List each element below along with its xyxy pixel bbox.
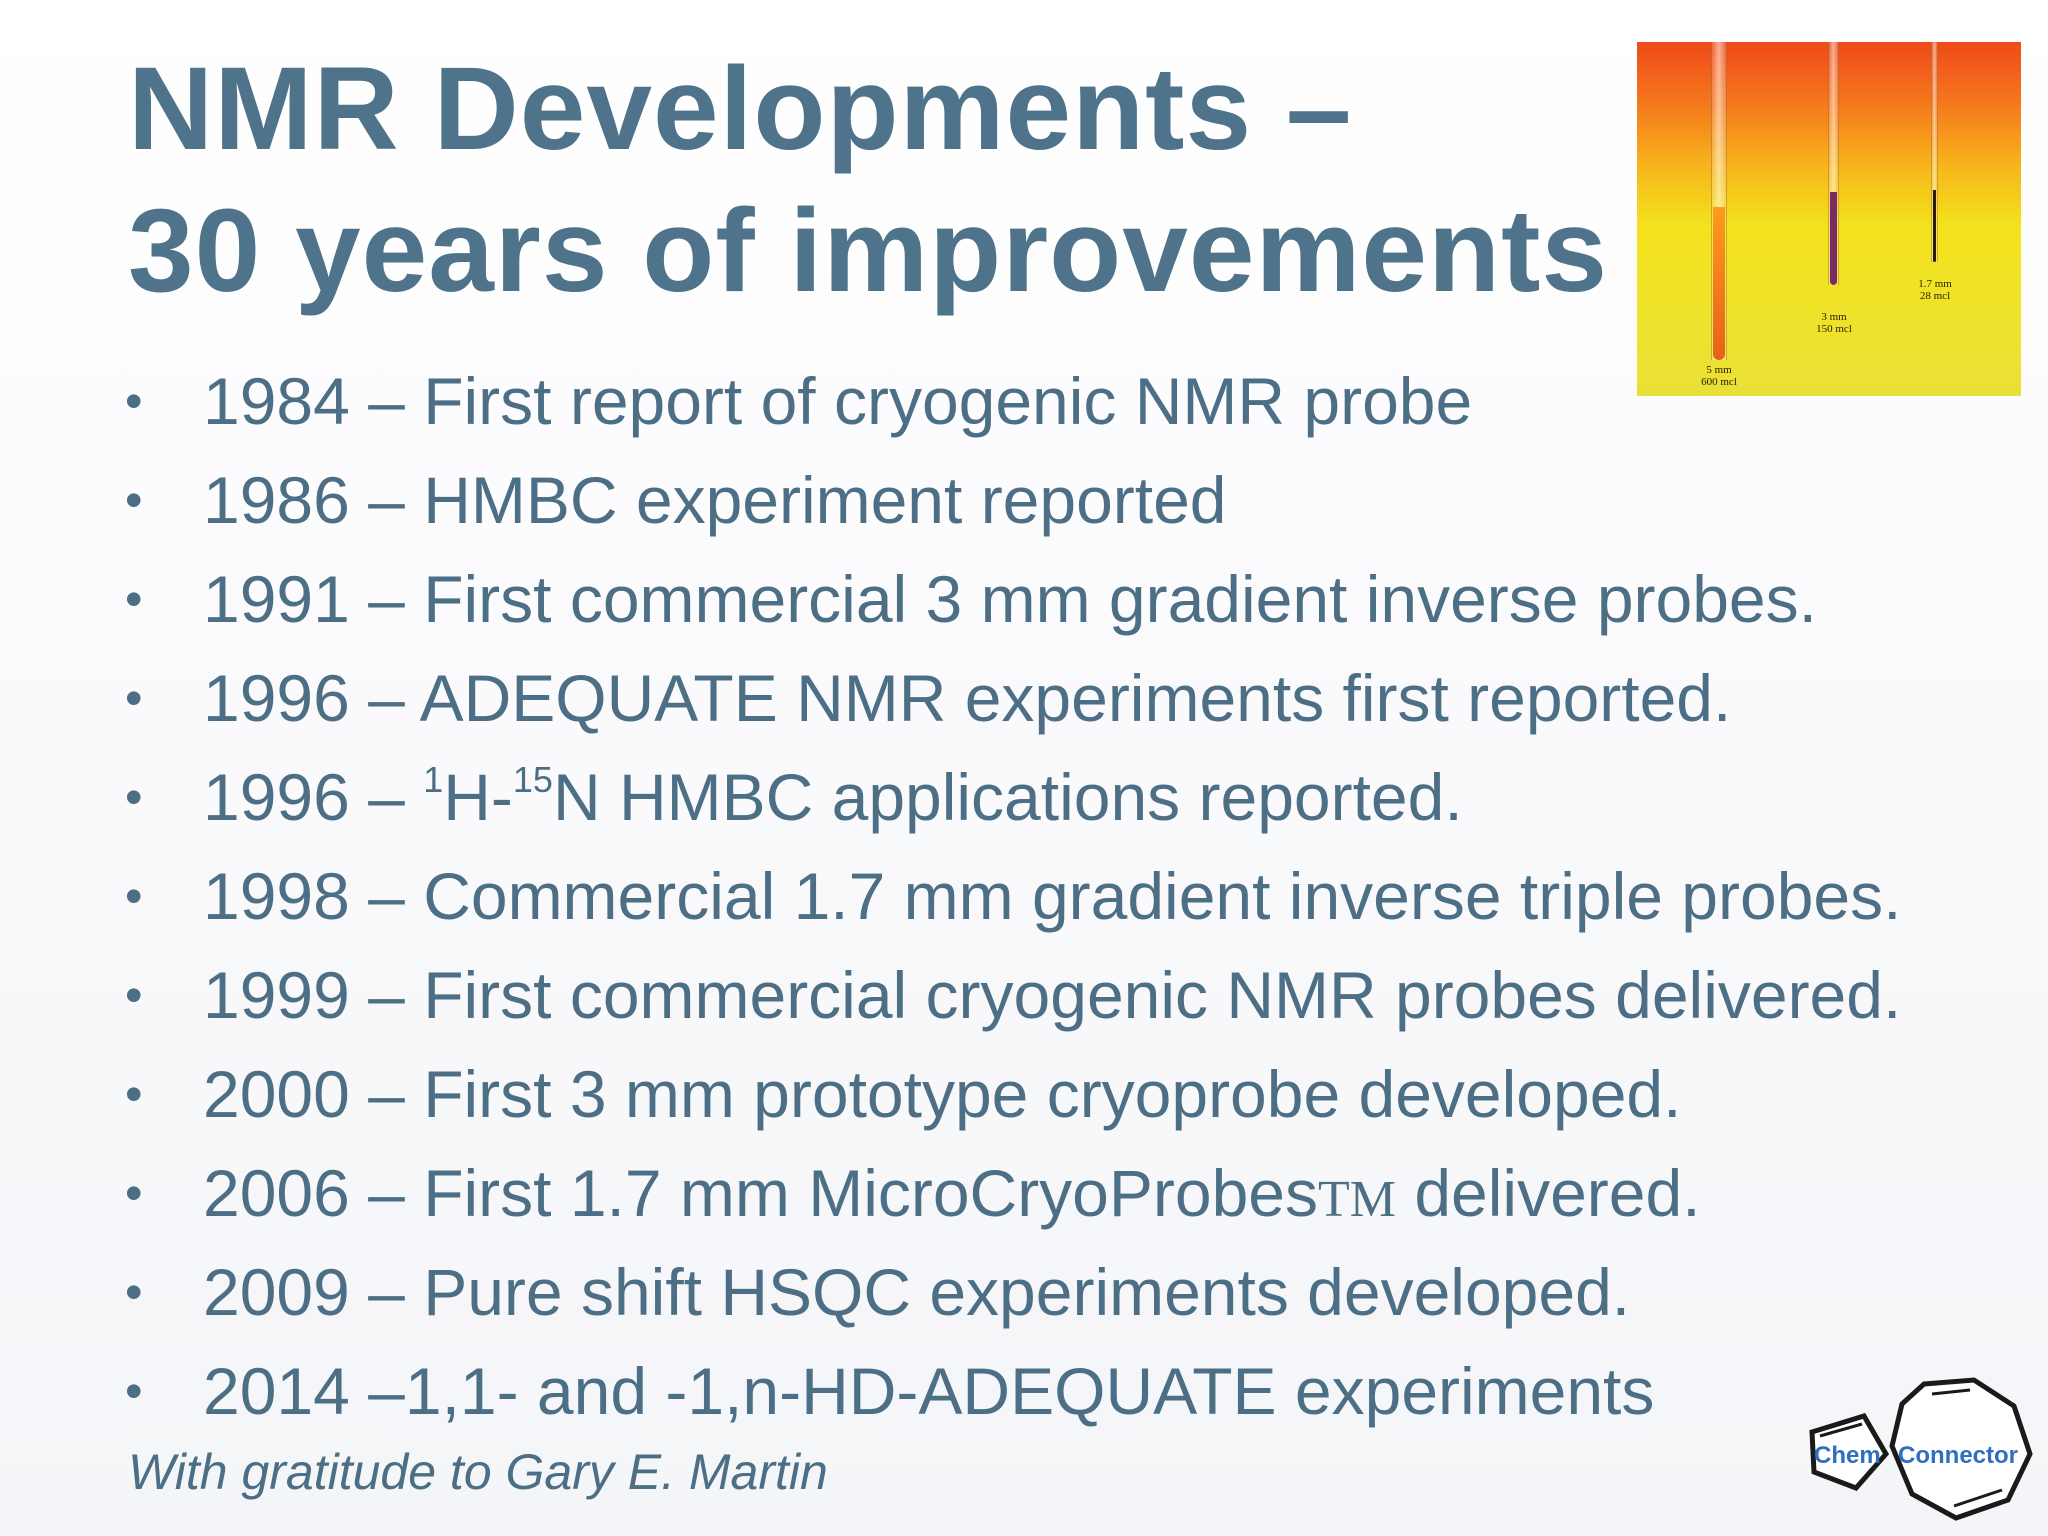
logo-word-chem: Chem bbox=[1814, 1442, 1881, 1469]
bullet-marker: • bbox=[125, 1066, 143, 1122]
logo-heptagon-shape bbox=[1889, 1377, 2033, 1521]
logo-word-connector: Connector bbox=[1898, 1442, 2018, 1469]
isotope-superscript: 15 bbox=[512, 759, 553, 800]
bullet-marker: • bbox=[125, 1165, 143, 1221]
bullet-marker: • bbox=[125, 472, 143, 528]
bullet-text: 1996 – ADEQUATE NMR experiments first re… bbox=[203, 661, 1732, 735]
bullet-marker: • bbox=[125, 967, 143, 1023]
nmr-tubes-photo: 5 mm 600 mcl 3 mm 150 mcl 1.7 mm 28 mcl bbox=[1637, 42, 2021, 396]
bullet-marker: • bbox=[125, 1264, 143, 1320]
bullet-text: 1986 – HMBC experiment reported bbox=[203, 463, 1227, 537]
nmr-tube-1-7mm bbox=[1931, 42, 1938, 262]
bullet-marker: • bbox=[125, 769, 143, 825]
bullet-marker: • bbox=[125, 670, 143, 726]
bullet-text: 2014 –1,1- and -1,n-HD-ADEQUATE experime… bbox=[203, 1354, 1655, 1428]
credit-line: With gratitude to Gary E. Martin bbox=[128, 1444, 828, 1500]
bullet-text: 1999 – First commercial cryogenic NMR pr… bbox=[203, 958, 1902, 1032]
bullet-text: 2000 – First 3 mm prototype cryoprobe de… bbox=[203, 1057, 1682, 1131]
chemconnector-logo: Chem Connector bbox=[1809, 1377, 2033, 1521]
title-line-1: NMR Developments – bbox=[128, 43, 1353, 175]
tube-label-3mm: 3 mm 150 mcl bbox=[1816, 311, 1852, 335]
slide-title: NMR Developments – 30 years of improveme… bbox=[128, 38, 1608, 322]
bullet-text: 1991 – First commercial 3 mm gradient in… bbox=[203, 562, 1817, 636]
nmr-tube-3mm bbox=[1828, 42, 1839, 285]
isotope-superscript: 1 bbox=[423, 759, 444, 800]
trademark-symbol: TM bbox=[1318, 1171, 1397, 1228]
bullet-text: 2006 – First 1.7 mm MicroCryoProbesTM de… bbox=[203, 1156, 1701, 1230]
bullet-text: 1984 – First report of cryogenic NMR pro… bbox=[203, 364, 1473, 438]
bullet-marker: • bbox=[125, 571, 143, 627]
tube-label-5mm: 5 mm 600 mcl bbox=[1701, 364, 1737, 388]
bullet-marker: • bbox=[125, 868, 143, 924]
title-line-2: 30 years of improvements bbox=[128, 185, 1608, 317]
bullet-text: 1998 – Commercial 1.7 mm gradient invers… bbox=[203, 859, 1902, 933]
bullet-text: 1996 – 1H-15N HMBC applications reported… bbox=[203, 759, 1463, 834]
bullet-marker: • bbox=[125, 1363, 143, 1419]
bullet-text: 2009 – Pure shift HSQC experiments devel… bbox=[203, 1255, 1631, 1329]
tube-label-1-7mm: 1.7 mm 28 mcl bbox=[1918, 278, 1952, 302]
nmr-tube-5mm bbox=[1711, 42, 1727, 360]
bullet-marker: • bbox=[125, 373, 143, 429]
